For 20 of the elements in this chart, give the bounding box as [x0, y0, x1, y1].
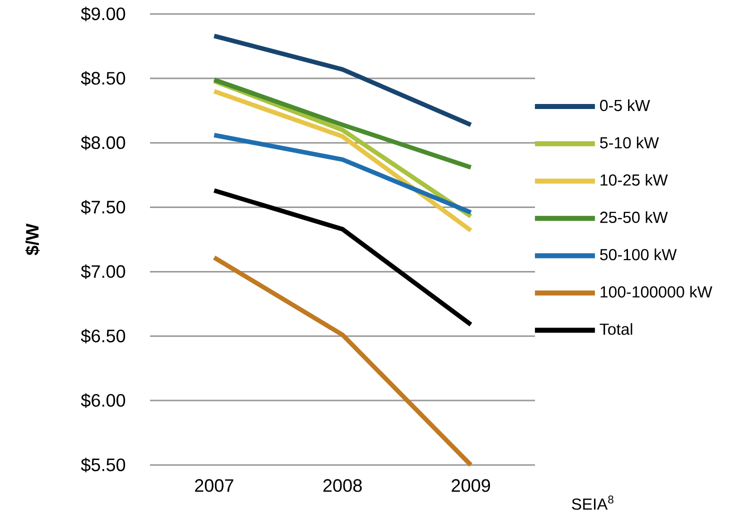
legend-label: 25-50 kW — [600, 211, 668, 223]
legend-label: 10-25 kW — [600, 174, 668, 186]
x-tick-label: 2008 — [323, 479, 362, 492]
x-tick-label: 2007 — [195, 479, 234, 492]
legend-label: Total — [600, 323, 632, 335]
y-tick-label: $9.00 — [80, 6, 126, 22]
y-tick-label: $6.50 — [80, 328, 126, 344]
y-tick-label: $6.00 — [80, 393, 126, 408]
legend-label: 0-5 kW — [600, 99, 650, 112]
y-tick-label: $8.00 — [80, 136, 126, 150]
y-axis-title: $/W — [25, 224, 40, 256]
text: SEIA$^{8}$ — [572, 496, 614, 510]
y-tick-label: $7.00 — [80, 264, 126, 279]
y-tick-label: $7.50 — [80, 200, 126, 215]
y-tick-label: $8.50 — [80, 71, 126, 86]
legend-label: 5-10 kW — [600, 136, 659, 148]
legend-label: 50-100 kW — [600, 248, 677, 260]
x-tick-label: 2009 — [452, 479, 490, 492]
legend-label: 100-100000 kW — [600, 286, 712, 298]
y-tick-label: $5.50 — [80, 458, 126, 472]
